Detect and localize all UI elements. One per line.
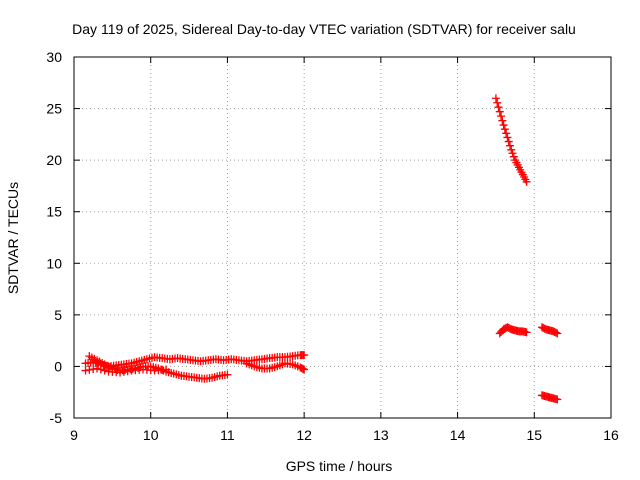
x-tick-label: 12	[296, 427, 312, 443]
x-tick-label: 10	[143, 427, 159, 443]
data-point	[553, 395, 562, 404]
data-point	[93, 364, 102, 373]
data-point	[300, 351, 309, 360]
x-tick-label: 14	[450, 427, 466, 443]
data-point	[498, 116, 507, 125]
data-point	[509, 152, 518, 161]
data-point	[100, 366, 109, 375]
y-tick-label: 10	[46, 255, 62, 271]
data-point	[116, 368, 125, 377]
x-tick-label: 13	[373, 427, 389, 443]
y-tick-label: 25	[46, 101, 62, 117]
data-point	[123, 367, 132, 376]
x-tick-label: 16	[603, 427, 619, 443]
plot-frame	[73, 56, 612, 419]
label-layer: 9 10 11 12 13 14 15 16 -5 0 5 10 15 20 25 30	[46, 49, 619, 443]
point-layer	[81, 94, 562, 404]
y-tick-label: 20	[46, 152, 62, 168]
grid-layer	[74, 57, 611, 418]
y-tick-label: 15	[46, 204, 62, 220]
chart-title: Day 119 of 2025, Sidereal Day-to-day VTE…	[72, 21, 576, 37]
series-arc-short-right	[537, 323, 562, 338]
data-point	[491, 94, 500, 103]
data-point	[522, 177, 531, 186]
data-point	[81, 366, 90, 375]
tick-layer	[73, 56, 612, 419]
data-point	[119, 367, 128, 376]
x-tick-label: 15	[526, 427, 542, 443]
x-tick-label: 9	[70, 427, 78, 443]
data-point	[504, 137, 513, 146]
x-tick-label: 11	[220, 427, 235, 443]
data-point	[508, 149, 517, 158]
y-tick-label: 0	[54, 358, 62, 374]
data-point	[503, 133, 512, 142]
y-tick-label: 30	[46, 49, 62, 65]
data-point	[162, 365, 171, 374]
data-point	[522, 328, 531, 337]
series-arc-right-crossing	[242, 359, 309, 374]
data-point	[552, 328, 561, 337]
data-point	[493, 98, 502, 107]
data-point	[502, 129, 511, 138]
series-arc-mid-right	[495, 323, 531, 338]
y-tick-label: 5	[54, 307, 62, 323]
data-point	[495, 107, 504, 116]
data-point	[89, 365, 98, 374]
data-point	[497, 112, 506, 121]
data-point	[499, 121, 508, 130]
data-point	[553, 329, 562, 338]
series-arc-upper-left	[81, 351, 309, 371]
data-point	[507, 145, 516, 154]
series-arc-negative-right	[537, 391, 562, 404]
data-point	[298, 364, 307, 373]
y-tick-label: -5	[50, 410, 63, 426]
y-axis-label: SDTVAR / TECUs	[5, 182, 21, 294]
data-point	[300, 365, 309, 374]
data-point	[223, 370, 232, 379]
data-point	[96, 365, 105, 374]
series-arc-bottom-edge	[81, 364, 171, 377]
data-point	[494, 103, 503, 112]
data-point	[505, 141, 514, 150]
series-arc-steep-descent	[491, 94, 531, 186]
data-point	[85, 365, 94, 374]
data-point	[500, 125, 509, 134]
x-axis-label: GPS time / hours	[286, 458, 393, 474]
